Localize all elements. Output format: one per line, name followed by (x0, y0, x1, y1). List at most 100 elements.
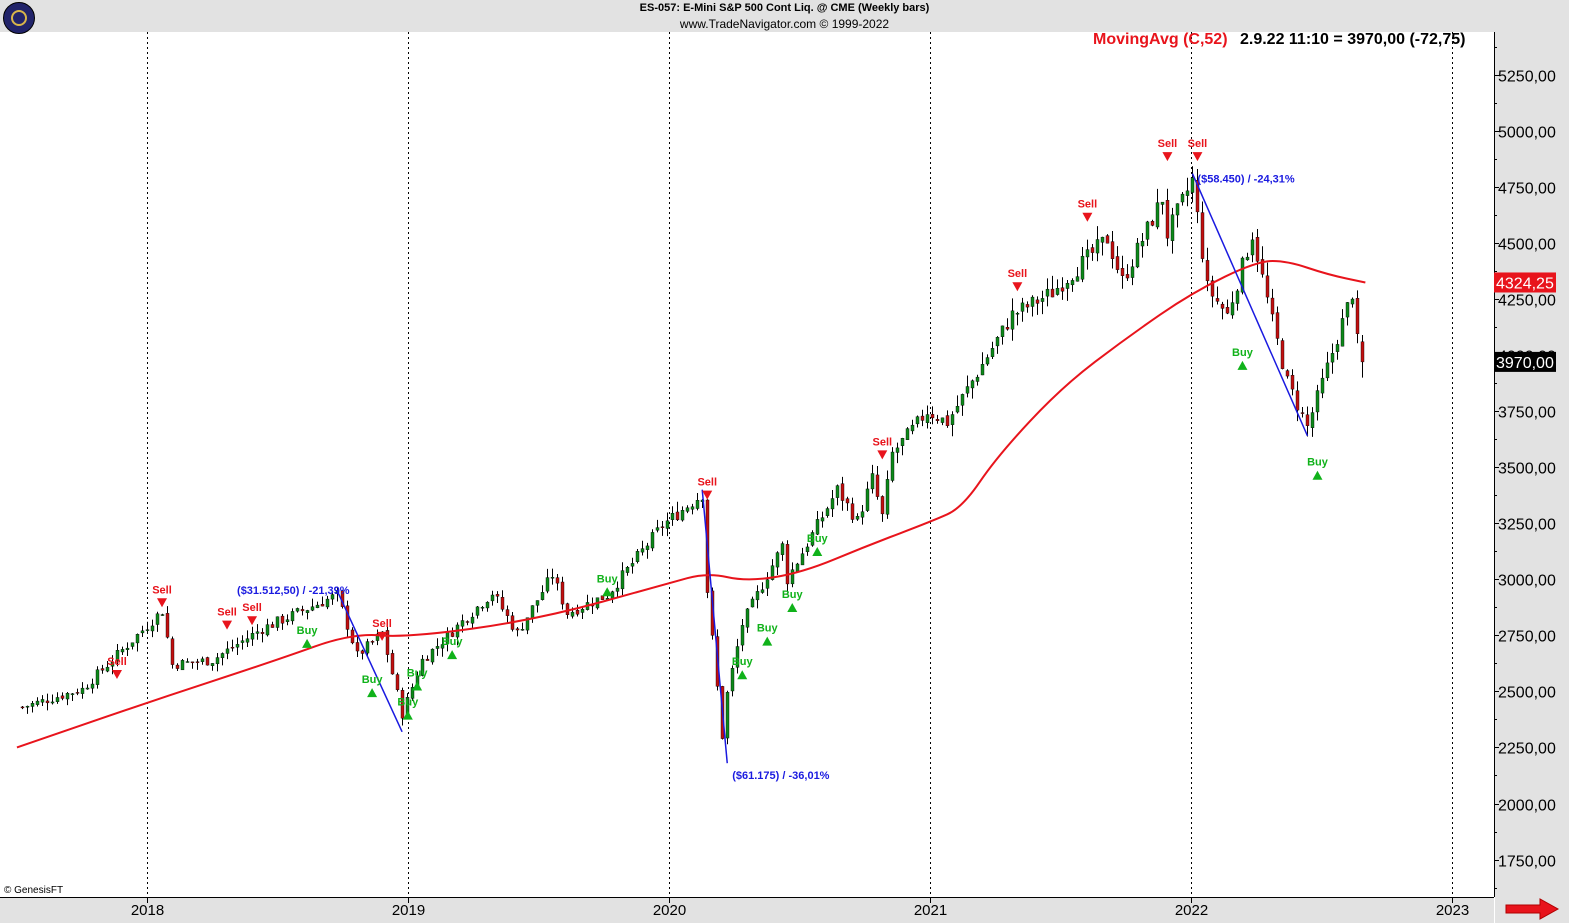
sell-signal: Sell (242, 602, 262, 626)
candle-body (150, 625, 155, 632)
x-tick-label: 2018 (131, 902, 164, 919)
candle-body (80, 687, 85, 694)
candle-body (1065, 282, 1070, 289)
candle-body (360, 650, 365, 654)
candle-body (215, 657, 220, 665)
candle-body (935, 418, 940, 422)
candle-body (910, 424, 915, 432)
candle-body (1245, 256, 1250, 261)
candle-body (1030, 296, 1035, 307)
candle-body (460, 620, 465, 627)
candle-body (665, 520, 670, 529)
candle-body (1315, 390, 1320, 413)
sell-arrow-icon (1082, 212, 1093, 222)
candle-body (1180, 193, 1185, 203)
chart-title: ES-057: E-Mini S&P 500 Cont Liq. @ CME (… (639, 2, 930, 14)
buy-signal: Buy (597, 573, 618, 597)
candle-body (900, 438, 905, 446)
candle-body (740, 625, 745, 646)
candle-body (1205, 260, 1210, 282)
candle-body (270, 624, 275, 628)
sell-signal-label: Sell (217, 607, 237, 619)
candle-body (175, 664, 180, 669)
time-axis-band[interactable] (0, 897, 1494, 923)
candle-body (465, 621, 470, 623)
candle-body (30, 703, 35, 707)
candle-body (750, 598, 755, 608)
candle-body (100, 668, 105, 671)
candle-body (205, 657, 210, 666)
buy-arrow-icon (787, 602, 798, 612)
candle-body (995, 337, 1000, 347)
candle-body (800, 553, 805, 566)
last-price-tag: 3970,00 (1494, 351, 1556, 372)
buy-signal: Buy (1307, 457, 1329, 480)
candle-body (265, 624, 270, 636)
indicator-value: 2.9.22 11:10 = 3970,00 (-72,75) (1239, 31, 1466, 48)
red-right-arrow-icon[interactable] (1504, 898, 1560, 920)
sell-arrow-icon (702, 490, 713, 500)
candle-body (410, 687, 415, 699)
candle-body (1060, 287, 1065, 292)
candle-body (865, 488, 870, 511)
candle-body (420, 658, 425, 676)
candle-body (155, 613, 160, 625)
candle-body (1350, 298, 1355, 305)
candle-body (805, 546, 810, 553)
candle-body (450, 632, 455, 637)
candle-body (890, 451, 895, 481)
sell-signal: Sell (372, 618, 392, 641)
candle-body (1110, 241, 1115, 259)
sell-signal-label: Sell (1078, 199, 1098, 211)
drawdown-trendline (1191, 173, 1309, 437)
y-tick-label: 5250,00 (1498, 69, 1556, 86)
candle-body (600, 595, 605, 600)
buy-signal-label: Buy (442, 636, 464, 648)
candle-body (755, 591, 760, 601)
buy-signal: Buy (362, 674, 383, 698)
candle-body (170, 638, 175, 665)
candle-body (1150, 221, 1155, 226)
candle-body (85, 687, 90, 690)
candle-body (1285, 370, 1290, 377)
candle-body (1280, 340, 1285, 369)
sell-signal-label: Sell (873, 436, 893, 448)
candle-body (880, 496, 885, 515)
candle-body (195, 661, 200, 663)
price-axis-band[interactable] (1495, 32, 1569, 923)
candle-body (1345, 302, 1350, 318)
sell-arrow-icon (247, 616, 258, 626)
candle-body (540, 592, 545, 600)
candle-body (1045, 288, 1050, 297)
candle-body (90, 683, 95, 689)
candle-body (520, 629, 525, 631)
candle-body (255, 631, 260, 634)
buy-signal: Buy (1232, 347, 1254, 370)
candle-body (355, 642, 360, 652)
sell-signal-label: Sell (1008, 268, 1028, 280)
y-tick-label: 3250,00 (1498, 517, 1556, 534)
price-tag-label: 3970,00 (1496, 355, 1554, 372)
candle-body (630, 563, 635, 567)
candle-body (730, 668, 735, 692)
candle-body (1255, 237, 1260, 262)
candle-body (885, 479, 890, 515)
sell-arrow-icon (877, 450, 888, 460)
y-tick-label: 4500,00 (1498, 237, 1556, 254)
candle-body (1260, 259, 1265, 275)
buy-signal-label: Buy (757, 623, 779, 635)
trade-navigator-logo-icon[interactable] (3, 2, 35, 34)
candle-body (1140, 241, 1145, 247)
candle-body (180, 660, 185, 671)
candle-body (645, 545, 650, 550)
candle-body (230, 646, 235, 649)
candle-body (1070, 280, 1075, 286)
candle-body (1320, 377, 1325, 394)
candle-body (830, 498, 835, 510)
chart-copyright: www.TradeNavigator.com © 1999-2022 (679, 17, 890, 31)
candle-body (145, 629, 150, 631)
candle-body (760, 589, 765, 593)
candle-body (990, 348, 995, 357)
candle-body (315, 604, 320, 609)
